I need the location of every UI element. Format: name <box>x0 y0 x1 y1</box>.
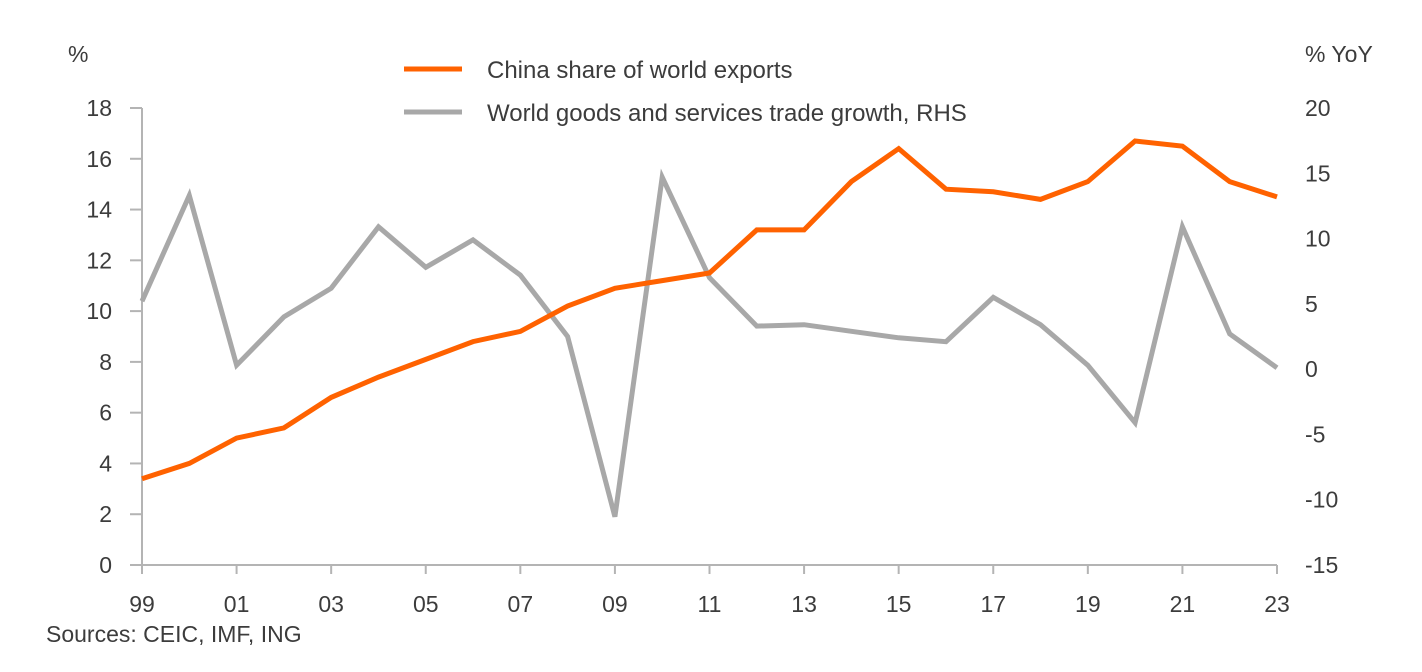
x-tick-label: 19 <box>1075 591 1101 617</box>
x-tick-label: 05 <box>413 591 439 617</box>
left-tick-label: 14 <box>86 197 112 223</box>
x-tick-label: 15 <box>886 591 912 617</box>
legend-label-china-share: China share of world exports <box>487 57 792 84</box>
series-line <box>139 168 1279 518</box>
x-tick-label: 09 <box>602 591 628 617</box>
left-tick-label: 4 <box>99 450 112 476</box>
axes <box>130 108 1277 566</box>
left-tick-label: 6 <box>99 400 112 426</box>
left-axis-ticks: 0 2 4 6 8 10 12 14 16 18 <box>86 95 142 578</box>
left-tick-label: 0 <box>99 552 112 578</box>
right-tick-label: 10 <box>1305 226 1331 252</box>
left-tick-label: 16 <box>86 146 112 172</box>
legend-item-china-share: China share of world exports <box>404 57 792 84</box>
legend-label-world-trade-growth: World goods and services trade growth, R… <box>487 100 967 127</box>
x-tick-label: 21 <box>1170 591 1196 617</box>
right-tick-label: 0 <box>1305 356 1318 382</box>
x-tick-label: 99 <box>129 591 155 617</box>
left-tick-label: 18 <box>86 95 112 121</box>
legend: China share of world exports World goods… <box>404 57 967 127</box>
x-tick-label: 17 <box>980 591 1006 617</box>
left-tick-label: 2 <box>99 501 112 527</box>
source-note: Sources: CEIC, IMF, ING <box>46 621 302 647</box>
series-world-trade-growth <box>139 168 1279 518</box>
x-tick-label: 23 <box>1264 591 1290 617</box>
x-tick-label: 01 <box>224 591 250 617</box>
x-tick-label: 13 <box>791 591 817 617</box>
right-axis-ticks: -15 -10 -5 0 5 10 15 20 <box>1305 95 1338 578</box>
series-layer <box>139 138 1279 518</box>
right-tick-label: -10 <box>1305 487 1338 513</box>
right-tick-label: -5 <box>1305 421 1325 447</box>
x-tick-label: 07 <box>508 591 534 617</box>
x-tick-label: 03 <box>318 591 344 617</box>
legend-item-world-trade-growth: World goods and services trade growth, R… <box>404 100 967 127</box>
right-tick-label: 20 <box>1305 95 1331 121</box>
left-tick-label: 8 <box>99 349 112 375</box>
right-tick-label: 5 <box>1305 291 1318 317</box>
left-tick-label: 10 <box>86 298 112 324</box>
right-tick-label: 15 <box>1305 160 1331 186</box>
series-china-share <box>141 138 1278 482</box>
right-axis-unit-label: % YoY <box>1305 41 1373 67</box>
x-tick-label: 11 <box>698 591 722 617</box>
left-axis-unit-label: % <box>68 41 88 67</box>
left-tick-label: 12 <box>86 247 112 273</box>
series-line <box>141 138 1278 482</box>
x-axis-ticks: 99 01 03 05 07 09 11 13 15 17 19 21 23 <box>129 565 1290 617</box>
right-tick-label: -15 <box>1305 552 1338 578</box>
